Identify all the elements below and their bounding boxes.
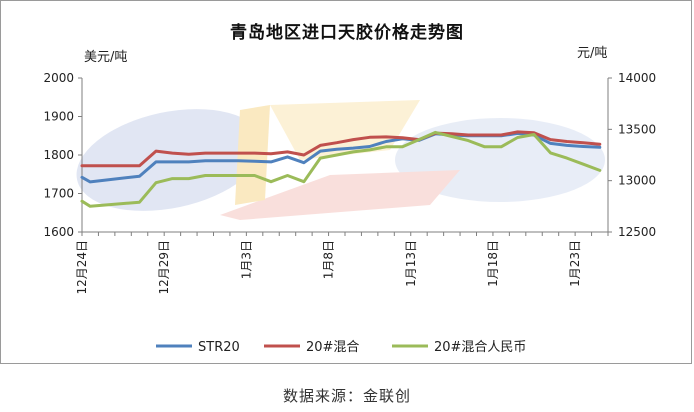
right-tick-label: 14000	[618, 71, 656, 85]
series-line-20#混合人民币	[80, 130, 602, 208]
left-tick-label: 1700	[43, 187, 74, 201]
left-tick-label: 1600	[43, 225, 74, 239]
right-tick-label: 13500	[618, 122, 656, 136]
x-tick-label: 12月24日	[75, 240, 89, 295]
legend-label: 20#混合人民币	[434, 340, 526, 355]
x-tick-label: 1月23日	[568, 240, 582, 287]
left-tick-label: 1900	[43, 110, 74, 124]
legend-label: 20#混合	[306, 340, 359, 355]
price-chart: 1600 1700 1800 1900 2000 12500 13000 13500 14000…	[43, 71, 656, 355]
x-tick-label: 1月8日	[322, 240, 336, 279]
left-tick-label: 1800	[43, 148, 74, 162]
x-tick-label: 1月18日	[486, 240, 500, 287]
x-tick-label: 1月3日	[239, 240, 253, 279]
left-axis-unit: 美元/吨	[84, 50, 128, 65]
series-line-20#混合	[80, 130, 602, 168]
right-tick-label: 13000	[618, 174, 656, 188]
data-source: 数据来源：金联创	[282, 387, 411, 405]
chart-title: 青岛地区进口天胶价格走势图	[230, 23, 464, 43]
right-axis-unit: 元/吨	[577, 46, 608, 61]
right-tick-label: 12500	[618, 225, 656, 239]
left-tick-label: 2000	[43, 71, 74, 85]
x-tick-label: 12月29日	[157, 240, 171, 295]
x-tick-label: 1月13日	[404, 240, 418, 287]
legend-label: STR20	[198, 340, 240, 355]
